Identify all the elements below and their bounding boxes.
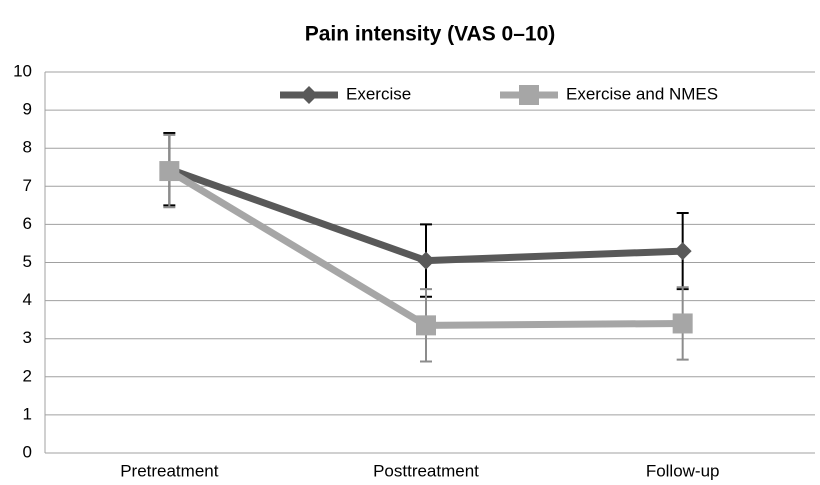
point-marker: [417, 251, 435, 270]
y-tick-label: 6: [23, 214, 32, 233]
y-tick-label: 7: [23, 176, 32, 195]
y-tick-label: 1: [23, 404, 32, 423]
y-tick-label: 9: [23, 100, 32, 119]
point-marker: [673, 242, 692, 261]
chart-title: Pain intensity (VAS 0–10): [305, 23, 556, 46]
point-marker: [416, 315, 436, 336]
y-tick-label: 3: [23, 328, 32, 347]
y-tick-label: 10: [13, 61, 32, 80]
legend-label: Exercise and NMES: [566, 84, 718, 103]
y-tick-label: 4: [23, 290, 32, 309]
point-marker: [159, 161, 180, 182]
legend-marker: [300, 86, 318, 104]
x-tick-label: Pretreatment: [120, 461, 219, 480]
x-tick-label: Posttreatment: [373, 461, 479, 480]
x-tick-label: Follow-up: [646, 461, 720, 480]
legend-label: Exercise: [346, 84, 411, 103]
legend-marker: [519, 85, 539, 105]
point-marker: [672, 313, 693, 334]
y-tick-label: 8: [23, 138, 32, 157]
y-tick-label: 5: [23, 252, 32, 271]
y-tick-label: 0: [23, 442, 32, 461]
y-tick-label: 2: [23, 366, 32, 385]
